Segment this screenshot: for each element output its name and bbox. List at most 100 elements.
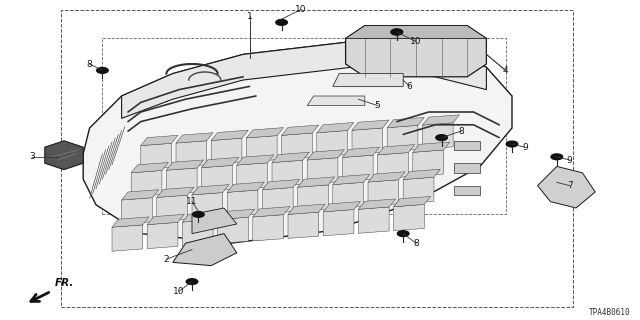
Polygon shape <box>387 117 424 128</box>
Text: 10: 10 <box>410 37 422 46</box>
Text: 9: 9 <box>522 143 527 152</box>
Polygon shape <box>157 187 194 197</box>
Circle shape <box>186 279 198 284</box>
Polygon shape <box>112 225 143 251</box>
Circle shape <box>391 29 403 35</box>
Polygon shape <box>253 207 290 217</box>
Polygon shape <box>298 185 328 211</box>
Polygon shape <box>83 42 512 243</box>
Bar <box>454 141 480 150</box>
Text: 8: 8 <box>458 127 463 136</box>
Polygon shape <box>282 133 312 159</box>
Text: 5: 5 <box>375 101 380 110</box>
Circle shape <box>436 135 447 140</box>
Polygon shape <box>227 190 258 216</box>
Text: 7: 7 <box>567 181 572 190</box>
Polygon shape <box>378 153 408 179</box>
Polygon shape <box>192 193 223 219</box>
Polygon shape <box>131 171 162 197</box>
Polygon shape <box>211 138 242 164</box>
Text: 11: 11 <box>186 197 198 206</box>
Polygon shape <box>368 180 399 206</box>
Polygon shape <box>358 199 396 209</box>
Polygon shape <box>333 174 370 185</box>
Polygon shape <box>394 204 424 231</box>
Text: 2: 2 <box>164 255 169 264</box>
Polygon shape <box>307 96 365 106</box>
Polygon shape <box>346 26 486 77</box>
Circle shape <box>276 20 287 25</box>
Polygon shape <box>237 163 268 189</box>
Polygon shape <box>394 196 431 207</box>
Circle shape <box>193 212 204 217</box>
Polygon shape <box>45 141 83 170</box>
Circle shape <box>97 68 108 73</box>
Polygon shape <box>538 166 595 208</box>
Polygon shape <box>246 136 277 162</box>
Polygon shape <box>122 190 159 200</box>
Polygon shape <box>358 207 389 233</box>
Polygon shape <box>192 208 237 234</box>
Polygon shape <box>192 185 229 195</box>
Polygon shape <box>246 128 284 138</box>
Polygon shape <box>346 26 486 38</box>
Bar <box>454 186 480 195</box>
Polygon shape <box>173 234 237 266</box>
Polygon shape <box>413 142 450 152</box>
Polygon shape <box>112 217 149 227</box>
Polygon shape <box>403 169 440 180</box>
Text: 10: 10 <box>295 5 307 14</box>
Polygon shape <box>176 133 213 143</box>
Polygon shape <box>352 128 383 154</box>
Polygon shape <box>352 120 389 130</box>
Polygon shape <box>157 195 188 221</box>
Polygon shape <box>122 42 486 118</box>
Polygon shape <box>141 135 178 146</box>
Polygon shape <box>422 123 453 149</box>
Polygon shape <box>253 215 284 241</box>
Polygon shape <box>227 182 264 192</box>
Bar <box>102 38 506 214</box>
Polygon shape <box>342 147 380 157</box>
Polygon shape <box>147 222 178 249</box>
Polygon shape <box>262 180 300 190</box>
Polygon shape <box>272 152 309 163</box>
Polygon shape <box>218 209 255 220</box>
Polygon shape <box>387 125 418 152</box>
Circle shape <box>391 29 403 35</box>
Polygon shape <box>176 141 207 167</box>
Polygon shape <box>237 155 274 165</box>
Polygon shape <box>211 130 248 140</box>
Circle shape <box>506 141 518 147</box>
Polygon shape <box>288 212 319 238</box>
Text: 4: 4 <box>503 66 508 75</box>
Polygon shape <box>368 172 405 182</box>
Polygon shape <box>333 74 403 86</box>
Polygon shape <box>288 204 325 214</box>
Polygon shape <box>307 158 338 184</box>
Polygon shape <box>422 115 460 125</box>
Text: 9: 9 <box>567 156 572 164</box>
Polygon shape <box>122 198 152 224</box>
Text: 8: 8 <box>413 239 419 248</box>
Polygon shape <box>202 165 232 192</box>
Polygon shape <box>166 168 197 194</box>
Polygon shape <box>342 155 373 181</box>
Polygon shape <box>317 123 354 133</box>
Polygon shape <box>378 145 415 155</box>
Text: 8: 8 <box>87 60 92 68</box>
Polygon shape <box>182 220 213 246</box>
Text: 6: 6 <box>407 82 412 91</box>
Text: TPA4B0610: TPA4B0610 <box>589 308 630 317</box>
Polygon shape <box>272 160 303 187</box>
Polygon shape <box>202 157 239 168</box>
Polygon shape <box>166 160 204 170</box>
Polygon shape <box>141 143 172 170</box>
Text: 1: 1 <box>247 12 252 20</box>
Polygon shape <box>307 150 344 160</box>
Polygon shape <box>333 182 364 209</box>
Polygon shape <box>403 177 434 204</box>
Polygon shape <box>131 163 168 173</box>
Bar <box>454 163 480 173</box>
Bar <box>61 10 573 307</box>
